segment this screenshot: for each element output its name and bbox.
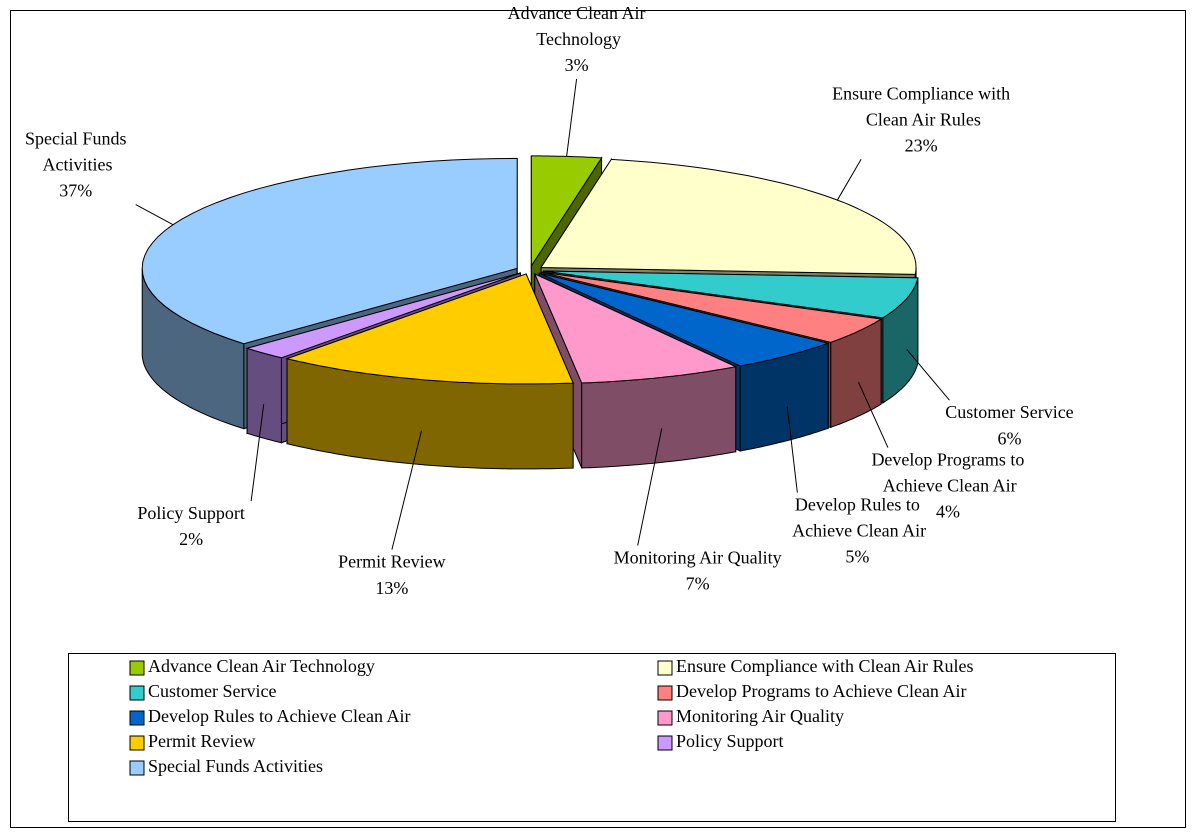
legend-swatch (129, 735, 145, 751)
legend-swatch (657, 710, 673, 726)
legend-swatch (657, 660, 673, 676)
leader-line (637, 428, 663, 546)
data-label-value: 3% (565, 55, 589, 75)
legend-label: Monitoring Air Quality (676, 706, 844, 726)
slice-top (541, 271, 883, 343)
data-label-value: 13% (375, 578, 408, 598)
legend-label: Advance Clean Air Technology (148, 656, 375, 676)
data-label-name: Develop Rules to Achieve Clean Air (789, 495, 926, 541)
slice-top (530, 155, 603, 268)
legend-label: Special Funds Activities (148, 756, 323, 776)
slice-top (245, 272, 521, 359)
data-label-value: 2% (179, 529, 203, 549)
legend: Advance Clean Air Technology Ensure Compl… (129, 656, 973, 776)
legend-label: Permit Review (148, 731, 255, 751)
legend-swatch (657, 735, 673, 751)
data-label-name: Special Funds Activities (25, 129, 127, 175)
slice-top (533, 272, 738, 384)
legend-label: Develop Rules to Achieve Clean Air (148, 706, 410, 726)
data-label-name: Develop Programs to Achieve Clean Air (871, 450, 1024, 496)
legend-swatch (129, 685, 145, 701)
data-label-value: 7% (686, 574, 710, 594)
data-labels: Advance Clean Air Technology 3% Ensure Com… (25, 3, 1074, 598)
leader-line (906, 349, 950, 401)
data-label-name: Policy Support (137, 503, 245, 523)
legend-swatch (657, 685, 673, 701)
data-label-name: Monitoring Air Quality (614, 548, 782, 568)
data-label-value: 5% (845, 547, 869, 567)
data-label-name: Ensure Compliance with Clean Air Rules (832, 83, 1010, 129)
leader-line (836, 159, 862, 201)
slice-top (543, 270, 919, 319)
data-label-value: 23% (905, 135, 938, 155)
legend-label: Ensure Compliance with Clean Air Rules (676, 656, 973, 676)
leader-line (566, 78, 578, 157)
legend-swatch (129, 760, 145, 776)
data-label-name: Permit Review (338, 552, 445, 572)
leader-line (857, 381, 889, 448)
data-label-name: Customer Service (945, 402, 1073, 422)
legend-label: Customer Service (148, 681, 276, 701)
legend-swatch (129, 660, 145, 676)
slice-wall (246, 347, 282, 444)
leader-line (786, 406, 798, 493)
leader-line (250, 404, 265, 502)
leader-line (135, 204, 174, 226)
data-label-value: 4% (936, 502, 960, 522)
slice-top (539, 272, 830, 367)
data-label-value: 37% (59, 181, 92, 201)
slice-top (540, 158, 917, 275)
pie (141, 155, 919, 470)
legend-label: Develop Programs to Achieve Clean Air (676, 681, 966, 701)
legend-box (68, 653, 1116, 822)
data-label-name: Advance Clean Air Technology (508, 3, 646, 49)
leader-line (391, 430, 422, 550)
legend-swatch (129, 710, 145, 726)
pie-slice (285, 273, 574, 470)
slice-top (285, 273, 574, 385)
legend-label: Policy Support (676, 731, 784, 751)
data-label-value: 6% (997, 428, 1021, 448)
slice-top (141, 157, 518, 345)
